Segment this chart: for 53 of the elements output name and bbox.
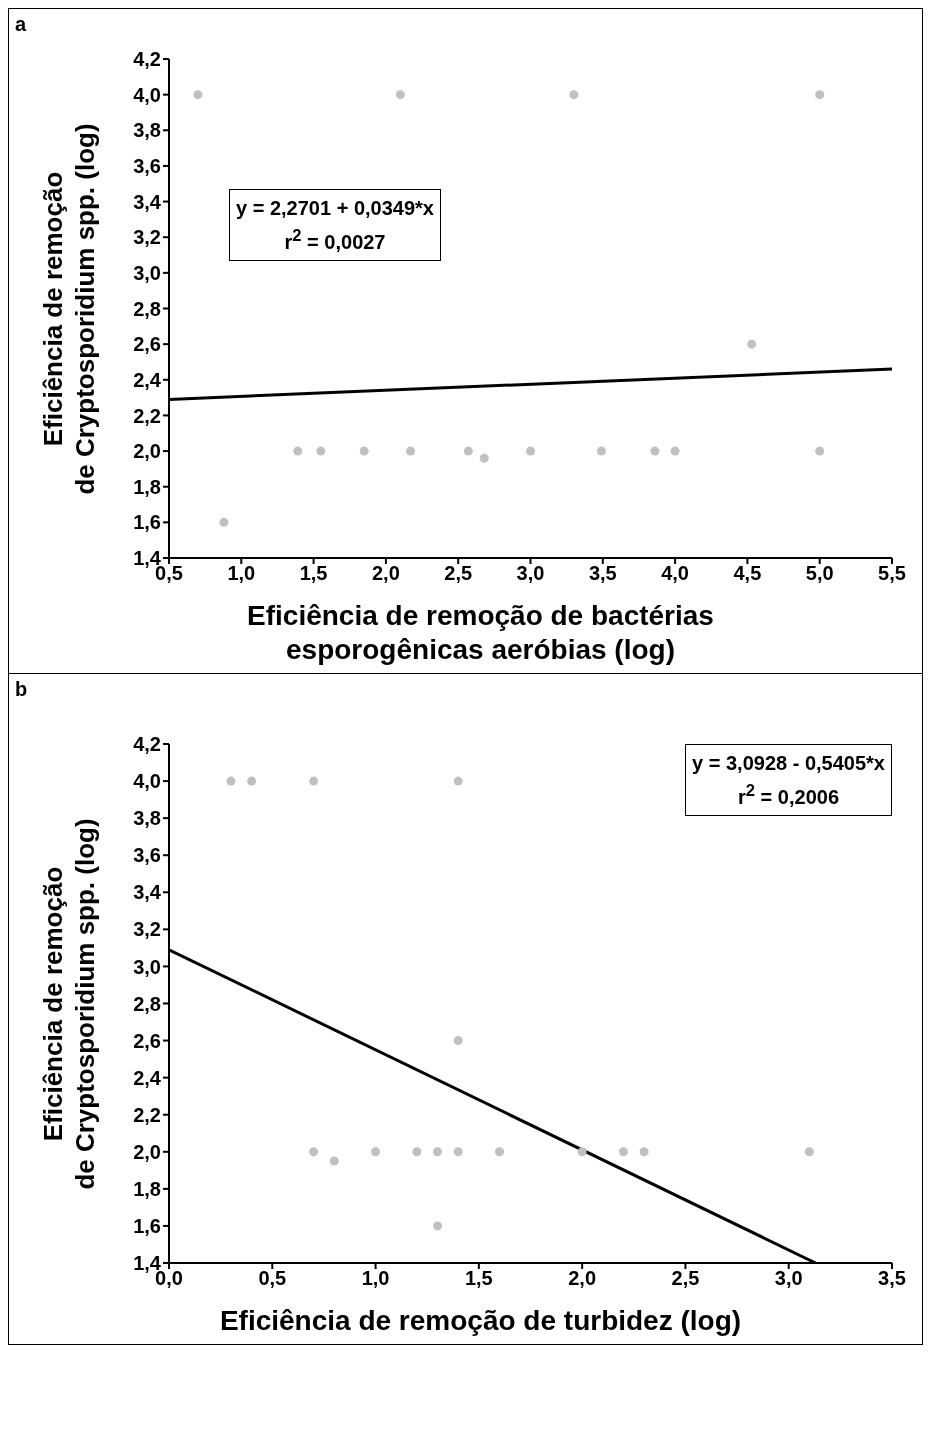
x-tick-label: 1,5 — [464, 1267, 493, 1290]
x-axis-title: Eficiência de remoção de bactérias esporogênicas aeróbias (log) — [246, 599, 715, 667]
y-tick-label: 2,2 — [133, 404, 161, 427]
y-tick-label: 4,0 — [133, 770, 161, 793]
x-tick-label: 1,5 — [299, 562, 328, 585]
y-tick-label: 3,4 — [133, 881, 162, 904]
y-tick-label: 1,8 — [133, 475, 161, 498]
y-tick-label: 2,6 — [133, 1029, 161, 1052]
y-tick-label: 2,0 — [133, 440, 161, 463]
y-tick-label: 1,8 — [133, 1177, 161, 1200]
y-tick-label: 3,2 — [133, 226, 161, 249]
y-tick-label: 1,6 — [133, 1215, 161, 1238]
x-tick-label: 3,0 — [516, 562, 545, 585]
y-tick-label: 3,6 — [133, 155, 161, 178]
x-tick-label: 0,5 — [258, 1267, 287, 1290]
x-tick-label: 3,5 — [878, 1267, 906, 1290]
x-tick-label: 2,0 — [568, 1267, 597, 1290]
y-axis-title: Eficiência de remoção de Cryptosporidium spp. (log) — [37, 817, 101, 1190]
chart-title: a — [15, 13, 27, 36]
x-tick-label: 5,5 — [878, 562, 906, 585]
y-tick-label: 3,4 — [133, 190, 162, 213]
x-tick-label: 1,0 — [227, 562, 256, 585]
y-tick-label: 2,0 — [133, 1140, 161, 1163]
x-tick-label: 5,0 — [805, 562, 834, 585]
y-tick-label: 2,8 — [133, 297, 161, 320]
y-tick-label: 2,6 — [133, 333, 161, 356]
x-tick-label: 4,0 — [661, 562, 690, 585]
y-tick-label: 4,2 — [133, 48, 161, 71]
x-tick-label: 2,0 — [371, 562, 400, 585]
y-tick-label: 2,4 — [133, 368, 162, 391]
y-tick-label: 2,8 — [133, 992, 161, 1015]
x-axis-title: Eficiência de remoção de turbidez (log) — [218, 1304, 743, 1338]
y-tick-label: 1,6 — [133, 511, 161, 534]
x-tick-label: 3,0 — [774, 1267, 803, 1290]
annotation: y = 3,0928 - 0,5405*x r$^{2}$ = 0,2006 — [685, 744, 892, 816]
y-tick-label: 3,8 — [133, 119, 161, 142]
x-tick-label: 1,0 — [361, 1267, 390, 1290]
x-tick-label: 2,5 — [671, 1267, 700, 1290]
y-tick-label: 3,0 — [133, 955, 161, 978]
y-tick-label: 4,0 — [133, 83, 161, 106]
x-tick-label: 4,5 — [733, 562, 762, 585]
y-tick-label: 4,2 — [133, 733, 161, 756]
y-tick-label: 3,6 — [133, 844, 161, 867]
y-tick-label: 3,2 — [133, 918, 161, 941]
y-tick-label: 3,0 — [133, 261, 161, 284]
annotation: y = 2,2701 + 0,0349*x r$^{2}$ = 0,0027 — [229, 189, 441, 261]
x-tick-label: 3,5 — [588, 562, 617, 585]
chart-title: b — [15, 678, 28, 701]
y-tick-label: 3,8 — [133, 807, 161, 830]
x-tick-label: 2,5 — [444, 562, 473, 585]
y-axis-title: Eficiência de remoção de Cryptosporidium spp. (log) — [37, 122, 101, 495]
y-tick-label: 2,4 — [133, 1066, 162, 1089]
y-tick-label: 2,2 — [133, 1103, 161, 1126]
